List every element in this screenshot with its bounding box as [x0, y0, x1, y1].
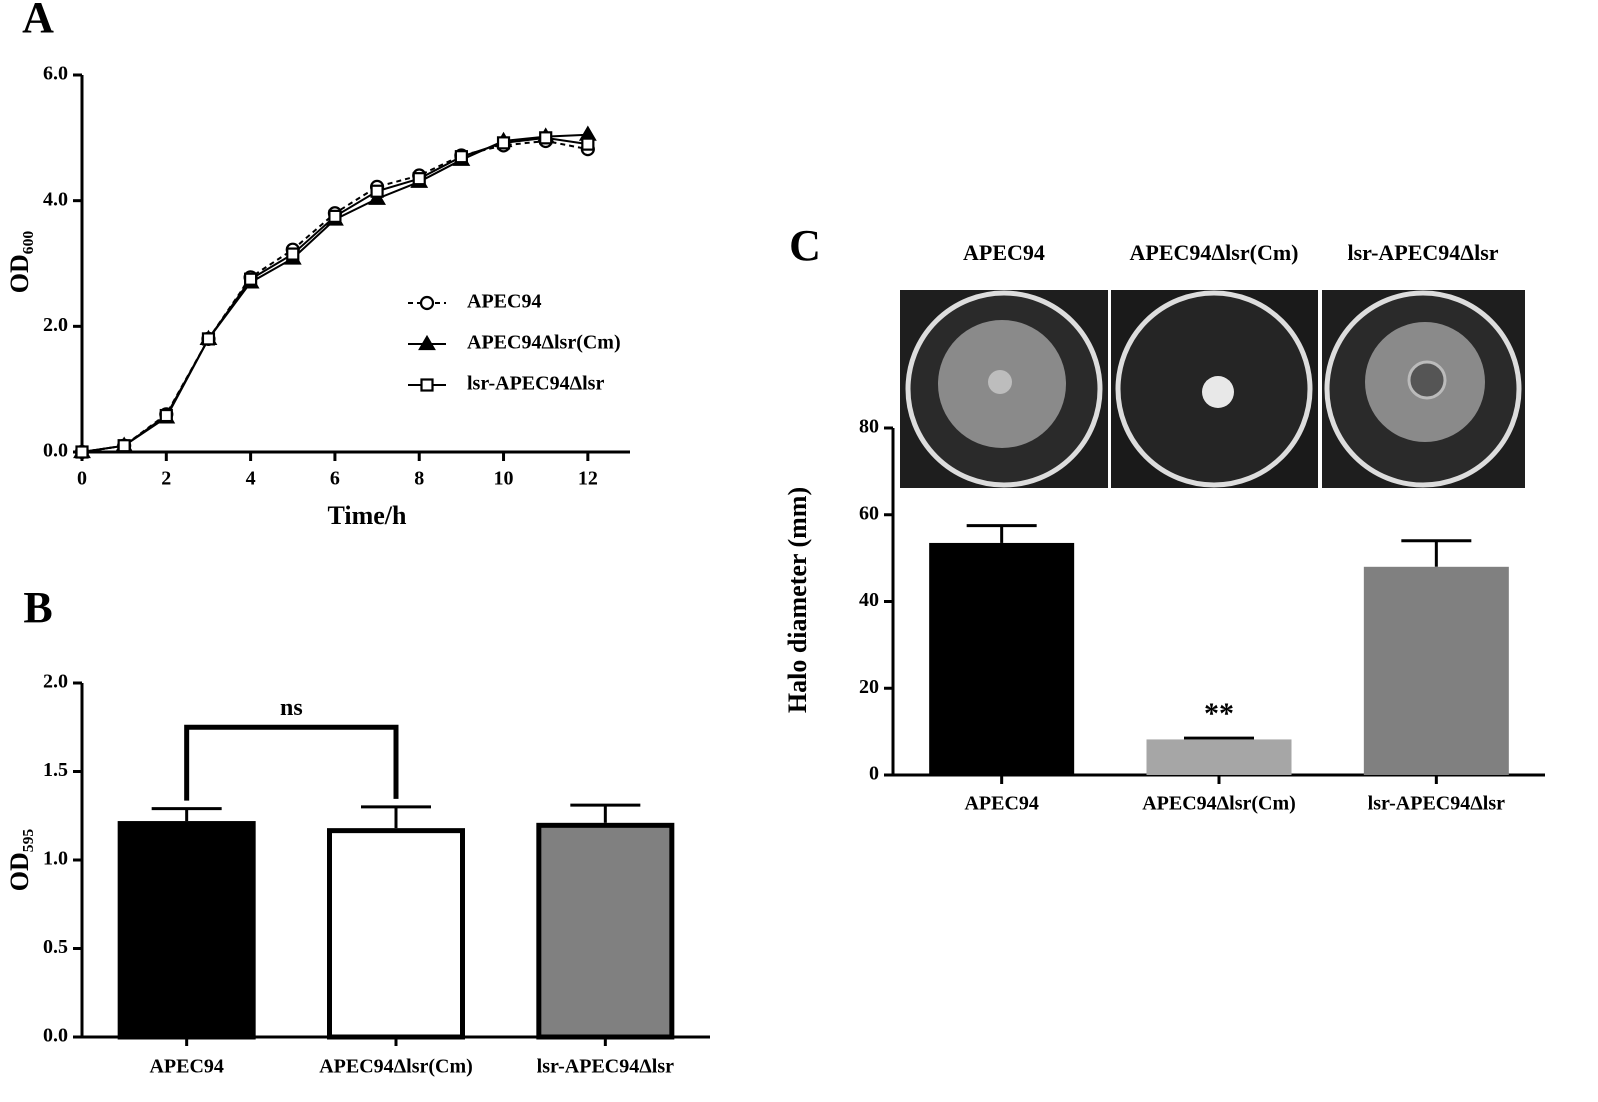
marker	[420, 378, 434, 392]
y-tick-label: 4.0	[43, 188, 68, 210]
bar	[1363, 566, 1509, 775]
x-tick-label: APEC94Δlsr(Cm)	[319, 1056, 473, 1078]
x-tick-label: APEC94	[149, 1056, 223, 1078]
bar	[327, 828, 465, 1040]
x-tick-label: 0	[77, 468, 87, 490]
marker	[328, 209, 342, 223]
y-tick-label: 2.0	[43, 314, 68, 336]
y-tick-label: 20	[859, 676, 879, 698]
panel-label: A	[22, 0, 54, 42]
annotation: ns	[280, 695, 303, 721]
x-tick-label: 6	[330, 468, 340, 490]
significance-bracket	[184, 724, 399, 801]
y-tick-label: 0.0	[43, 1025, 68, 1047]
y-axis-label: Halo diameter (mm)	[783, 487, 812, 713]
annotation: **	[1204, 697, 1234, 730]
y-tick-label: 40	[859, 589, 879, 611]
marker	[454, 150, 468, 164]
panel-label: B	[23, 583, 52, 632]
legend-label: APEC94	[467, 291, 541, 313]
marker	[539, 131, 553, 145]
marker	[581, 137, 595, 151]
panel-label: C	[789, 221, 821, 270]
x-tick-label: 12	[578, 468, 598, 490]
marker	[418, 334, 436, 351]
y-tick-label: 0.0	[43, 440, 68, 462]
bar	[929, 542, 1075, 775]
marker	[286, 247, 300, 261]
x-tick-label: APEC94Δlsr(Cm)	[1142, 793, 1296, 815]
marker	[419, 295, 435, 311]
image-label: APEC94Δlsr(Cm)	[1130, 240, 1299, 265]
colony	[988, 370, 1012, 394]
x-tick-label: lsr-APEC94Δlsr	[537, 1056, 674, 1078]
y-tick-label: 1.0	[43, 848, 68, 870]
x-tick-label: APEC94	[964, 793, 1038, 815]
marker	[75, 445, 89, 459]
marker	[496, 136, 511, 150]
bar	[1146, 739, 1292, 775]
y-axis-label: OD₆₀₀	[5, 231, 34, 294]
x-axis-label: Time/h	[328, 501, 408, 530]
image-label: lsr-APEC94Δlsr	[1347, 240, 1498, 265]
colony	[1202, 376, 1234, 408]
y-tick-label: 80	[859, 416, 879, 438]
legend-label: lsr-APEC94Δlsr	[467, 373, 604, 395]
x-tick-label: 4	[246, 468, 256, 490]
marker	[412, 172, 426, 186]
x-tick-label: 2	[161, 468, 171, 490]
image-label: APEC94	[963, 240, 1045, 265]
y-tick-label: 60	[859, 502, 879, 524]
marker	[244, 272, 258, 286]
bar	[117, 821, 256, 1040]
y-tick-label: 1.5	[43, 759, 68, 781]
y-tick-label: 0	[869, 763, 879, 785]
y-tick-label: 2.0	[43, 671, 68, 693]
legend-label: APEC94Δlsr(Cm)	[467, 332, 621, 354]
y-axis-label: OD₅₉₅	[5, 829, 34, 892]
y-tick-label: 0.5	[43, 936, 68, 958]
marker	[159, 408, 173, 423]
marker	[201, 332, 216, 346]
plate-photos	[900, 290, 1525, 488]
marker	[370, 184, 384, 198]
y-tick-label: 6.0	[43, 63, 68, 85]
x-tick-label: lsr-APEC94Δlsr	[1368, 793, 1505, 815]
marker	[117, 439, 131, 453]
x-tick-label: 10	[494, 468, 514, 490]
colony	[1407, 360, 1447, 400]
bar	[536, 822, 675, 1040]
x-tick-label: 8	[414, 468, 424, 490]
